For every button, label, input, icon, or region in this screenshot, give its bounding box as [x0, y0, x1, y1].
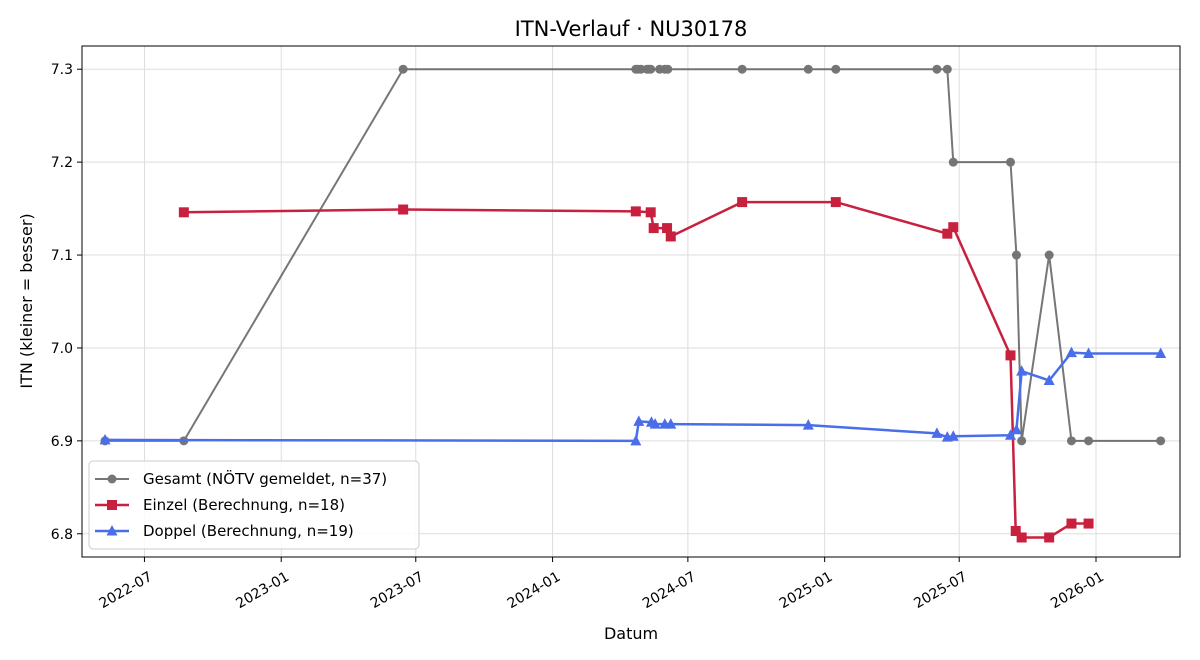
series-lines: [99, 64, 1167, 543]
data-point: [1010, 525, 1021, 536]
data-point: [942, 228, 953, 239]
series-triangle: [99, 346, 1167, 446]
data-point: [633, 415, 645, 426]
data-point: [1005, 350, 1016, 361]
data-point: [1083, 347, 1095, 359]
data-point: [948, 222, 959, 233]
legend-label: Gesamt (NÖTV gemeldet, n=37): [143, 469, 387, 488]
data-point: [1005, 429, 1017, 440]
legend-entry: [95, 474, 129, 484]
data-point: [645, 207, 656, 218]
data-point: [1011, 250, 1021, 260]
legend-entry: [95, 525, 129, 536]
y-tick-label: 7.1: [51, 248, 73, 264]
data-point: [802, 419, 814, 430]
data-point: [1010, 423, 1022, 435]
data-point: [932, 64, 942, 74]
legend-entry: [95, 500, 129, 510]
data-point: [942, 64, 952, 74]
data-point: [737, 197, 748, 208]
data-point: [803, 64, 813, 74]
series-square: [178, 197, 1094, 543]
y-tick-label: 6.8: [51, 527, 73, 543]
data-point: [830, 197, 841, 208]
data-point: [1066, 436, 1076, 446]
y-tick-label: 7.0: [51, 341, 73, 357]
data-point: [1017, 436, 1027, 446]
data-point: [646, 64, 656, 74]
data-point: [662, 223, 673, 234]
data-point: [1044, 532, 1055, 543]
data-point: [831, 64, 841, 74]
data-point: [178, 207, 189, 218]
data-point: [630, 434, 642, 446]
data-point: [1006, 157, 1016, 167]
chart-title: ITN-Verlauf · NU30178: [515, 17, 748, 41]
data-point: [665, 418, 677, 429]
legend-label: Einzel (Berechnung, n=18): [143, 496, 345, 514]
data-point: [1066, 518, 1077, 529]
data-point: [1155, 347, 1167, 359]
data-point: [649, 418, 661, 429]
y-tick-label: 6.9: [51, 434, 73, 450]
data-point: [665, 231, 676, 242]
data-point: [1043, 374, 1055, 385]
data-point: [1016, 532, 1027, 543]
data-point: [398, 204, 409, 215]
plot-frame: [81, 45, 1181, 558]
legend-entries: Gesamt (NÖTV gemeldet, n=37) Einzel (Bere…: [95, 469, 387, 540]
data-point: [947, 430, 959, 441]
y-axis-label: ITN (kleiner = besser): [17, 213, 36, 388]
data-point: [931, 427, 943, 438]
x-axis-label: Datum: [604, 624, 658, 643]
legend-label: Doppel (Berechnung, n=19): [143, 522, 354, 540]
data-point: [99, 433, 111, 445]
data-point: [648, 223, 659, 234]
data-point: [1156, 436, 1166, 446]
data-point: [948, 157, 958, 167]
y-axis-ticks: 6.8 6.9 7.0 7.1 7.2 7.3: [51, 62, 82, 543]
data-point: [1065, 346, 1077, 358]
data-point: [398, 64, 408, 74]
series-circle: [100, 64, 1166, 446]
data-point: [1016, 365, 1028, 376]
data-point: [1084, 436, 1094, 446]
data-point: [663, 64, 673, 74]
data-point: [630, 206, 641, 217]
legend-box: [88, 460, 420, 550]
y-tick-label: 7.3: [51, 62, 73, 78]
y-tick-label: 7.2: [51, 155, 73, 171]
legend-marker: [106, 525, 118, 536]
legend-marker: [107, 500, 117, 510]
data-point: [1083, 518, 1094, 529]
legend-marker: [107, 474, 117, 484]
legend: Gesamt (NÖTV gemeldet, n=37) Einzel (Bere…: [88, 460, 420, 550]
data-point: [1044, 250, 1054, 260]
data-point: [737, 64, 747, 74]
